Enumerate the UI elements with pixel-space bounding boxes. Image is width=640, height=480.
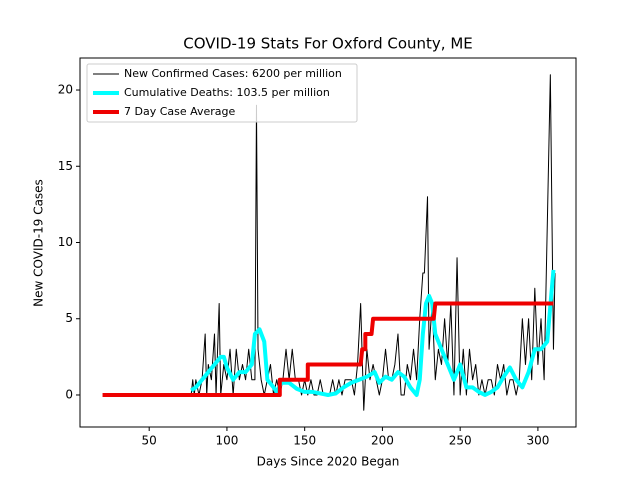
x-tick-label: 50 (142, 434, 157, 448)
y-tick-label: 5 (65, 311, 73, 325)
x-axis-label: Days Since 2020 Began (257, 455, 400, 469)
series-line (102, 301, 554, 397)
legend-box (86, 63, 358, 123)
plot-frame (79, 57, 577, 428)
y-tick-label: 10 (58, 235, 73, 249)
chart-title: COVID-19 Stats For Oxford County, ME (183, 35, 473, 53)
y-axis-label: New COVID-19 Cases (32, 179, 46, 307)
y-tick-label: 15 (58, 159, 73, 173)
x-tick-label: 250 (449, 434, 472, 448)
y-tick-label: 20 (58, 83, 73, 97)
legend-label: 7 Day Case Average (124, 105, 236, 118)
x-tick-label: 150 (293, 434, 316, 448)
legend-label: New Confirmed Cases: 6200 per million (124, 67, 342, 80)
x-tick-label: 100 (215, 434, 238, 448)
x-tick-label: 300 (526, 434, 549, 448)
x-tick-label: 200 (371, 434, 394, 448)
series-line (190, 269, 556, 397)
legend-label: Cumulative Deaths: 103.5 per million (124, 86, 330, 99)
y-tick-label: 0 (65, 387, 73, 401)
